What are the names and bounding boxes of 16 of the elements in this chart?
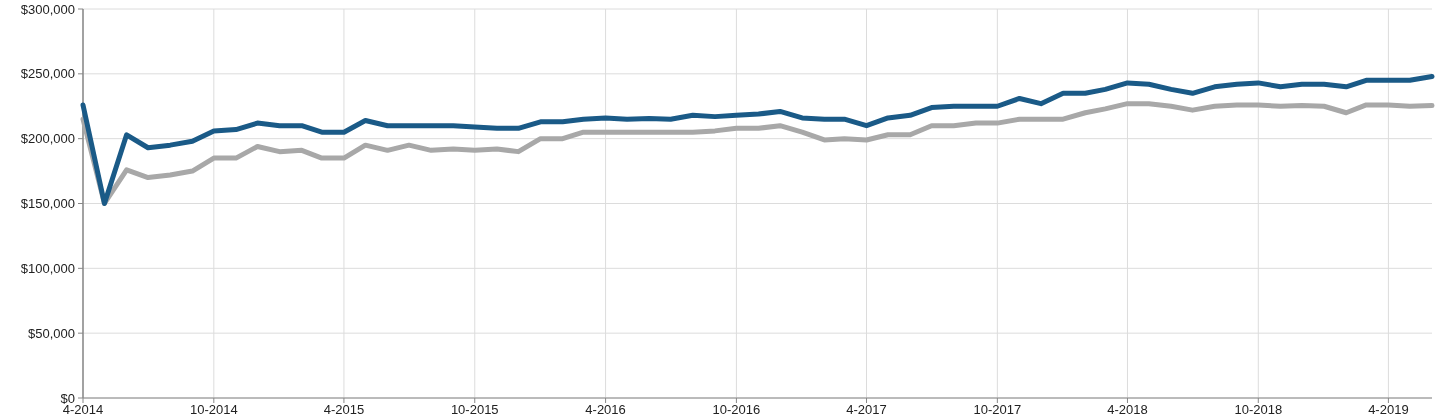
x-tick-label: 10-2017 [973,402,1022,417]
x-tick-label: 10-2014 [189,402,238,417]
x-tick-label: 4-2019 [1368,402,1409,417]
x-tick-label: 4-2015 [323,402,365,417]
y-tick-label: $100,000 [20,260,75,276]
y-tick-label: $250,000 [20,66,75,82]
y-tick-label: $200,000 [20,131,75,147]
y-tick-label: $50,000 [28,325,75,341]
x-tick-label: 4-2017 [846,402,887,417]
x-tick-label: 10-2016 [712,402,761,417]
x-tick-label: 10-2018 [1234,402,1283,417]
x-tick-label: 4-2016 [585,402,626,417]
y-tick-label: $150,000 [20,196,75,212]
x-tick-label: 4-2018 [1107,402,1148,417]
y-tick-label: $300,000 [20,1,75,17]
x-tick-label: 10-2015 [450,402,499,417]
